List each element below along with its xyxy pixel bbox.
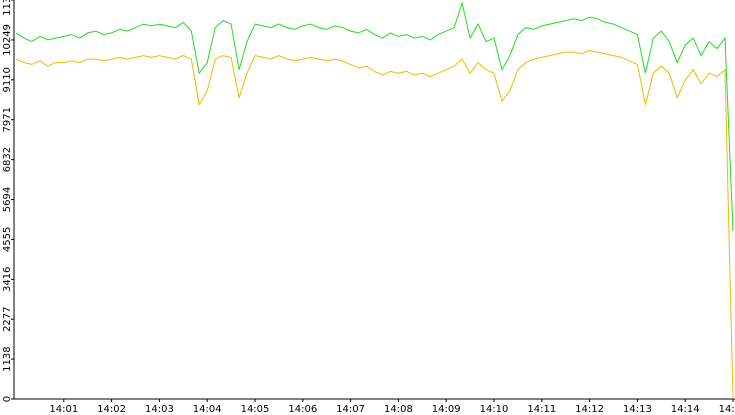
series-line: [15, 49, 734, 400]
x-tick-label: 14:12: [575, 404, 604, 415]
x-tick-label: 14:02: [97, 404, 126, 415]
y-tick-label: 3416: [2, 267, 13, 292]
x-tick-label: 14:06: [288, 404, 317, 415]
x-tick-label: 14:13: [623, 404, 652, 415]
y-tick-label: 11388: [2, 0, 13, 16]
x-tick-label: 14:07: [336, 404, 365, 415]
y-tick-label: 6832: [2, 147, 13, 172]
x-tick-label: 14:05: [241, 404, 270, 415]
y-tick-label: 9110: [2, 67, 13, 92]
y-tick-label: 2277: [2, 306, 13, 331]
x-tick-label: 14:01: [49, 404, 78, 415]
y-tick-label: 10249: [2, 24, 13, 56]
x-tick-label: 14:11: [527, 404, 556, 415]
x-tick-label: 14:03: [145, 404, 174, 415]
x-tick-label: 14:08: [384, 404, 413, 415]
y-tick-label: 0: [2, 396, 13, 402]
y-tick-label: 4555: [2, 227, 13, 252]
series-line: [15, 1, 734, 231]
y-tick-label: 5694: [2, 187, 13, 212]
x-tick-label: 14:04: [193, 404, 222, 415]
y-tick-label: 7971: [2, 107, 13, 132]
y-tick-label: 1138: [2, 346, 13, 371]
x-tick-label: 14:14: [671, 404, 700, 415]
x-tick-label: 14:15: [719, 404, 735, 415]
x-tick-label: 14:09: [432, 404, 461, 415]
x-tick-label: 14:10: [480, 404, 509, 415]
